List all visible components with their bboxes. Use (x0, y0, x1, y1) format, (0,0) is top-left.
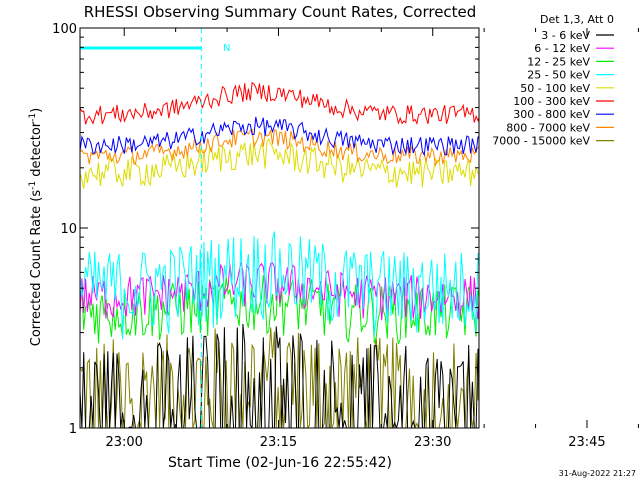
y-axis-label: Corrected Count Rate (s-1 detector-1) (28, 108, 44, 346)
y-tick-label: 1 (69, 422, 77, 437)
legend-label-4: 50 - 100 keV (520, 82, 590, 95)
series-line-4 (80, 138, 479, 189)
series-group (80, 81, 479, 428)
y-tick-label: 10 (60, 222, 77, 237)
chart-title: RHESSI Observing Summary Count Rates, Co… (84, 3, 477, 21)
series-line-0 (80, 323, 479, 428)
x-tick-label: 23:00 (105, 435, 142, 450)
legend-label-6: 300 - 800 keV (513, 108, 590, 121)
series-line-7 (80, 128, 479, 168)
annotation-n: N (223, 43, 230, 54)
legend-label-1: 6 - 12 keV (534, 42, 590, 55)
date-stamp: 31-Aug-2022 21:27 (559, 469, 636, 478)
legend-label-2: 12 - 25 keV (527, 55, 590, 68)
series-line-5 (80, 81, 479, 126)
series-line-3 (80, 231, 479, 340)
plot-area: NS23:0023:1523:3023:4500:0000:1500:30110… (52, 22, 639, 450)
x-tick-label: 23:30 (414, 435, 451, 450)
legend-label-3: 25 - 50 keV (527, 69, 590, 82)
legend-label-8: 7000 - 15000 keV (492, 135, 590, 148)
y-tick-label: 100 (52, 22, 77, 37)
x-tick-label: 23:45 (568, 435, 605, 450)
legend-label-7: 800 - 7000 keV (506, 121, 590, 134)
legend-label-0: 3 - 6 keV (541, 29, 590, 42)
x-axis-label: Start Time (02-Jun-16 22:55:42) (168, 455, 392, 471)
series-line-1 (80, 262, 479, 321)
legend-header: Det 1,3, Att 0 (540, 13, 614, 26)
x-tick-label: 23:15 (260, 435, 297, 450)
legend-label-5: 100 - 300 keV (513, 95, 590, 108)
series-line-2 (80, 275, 479, 345)
series-line-6 (80, 116, 479, 157)
